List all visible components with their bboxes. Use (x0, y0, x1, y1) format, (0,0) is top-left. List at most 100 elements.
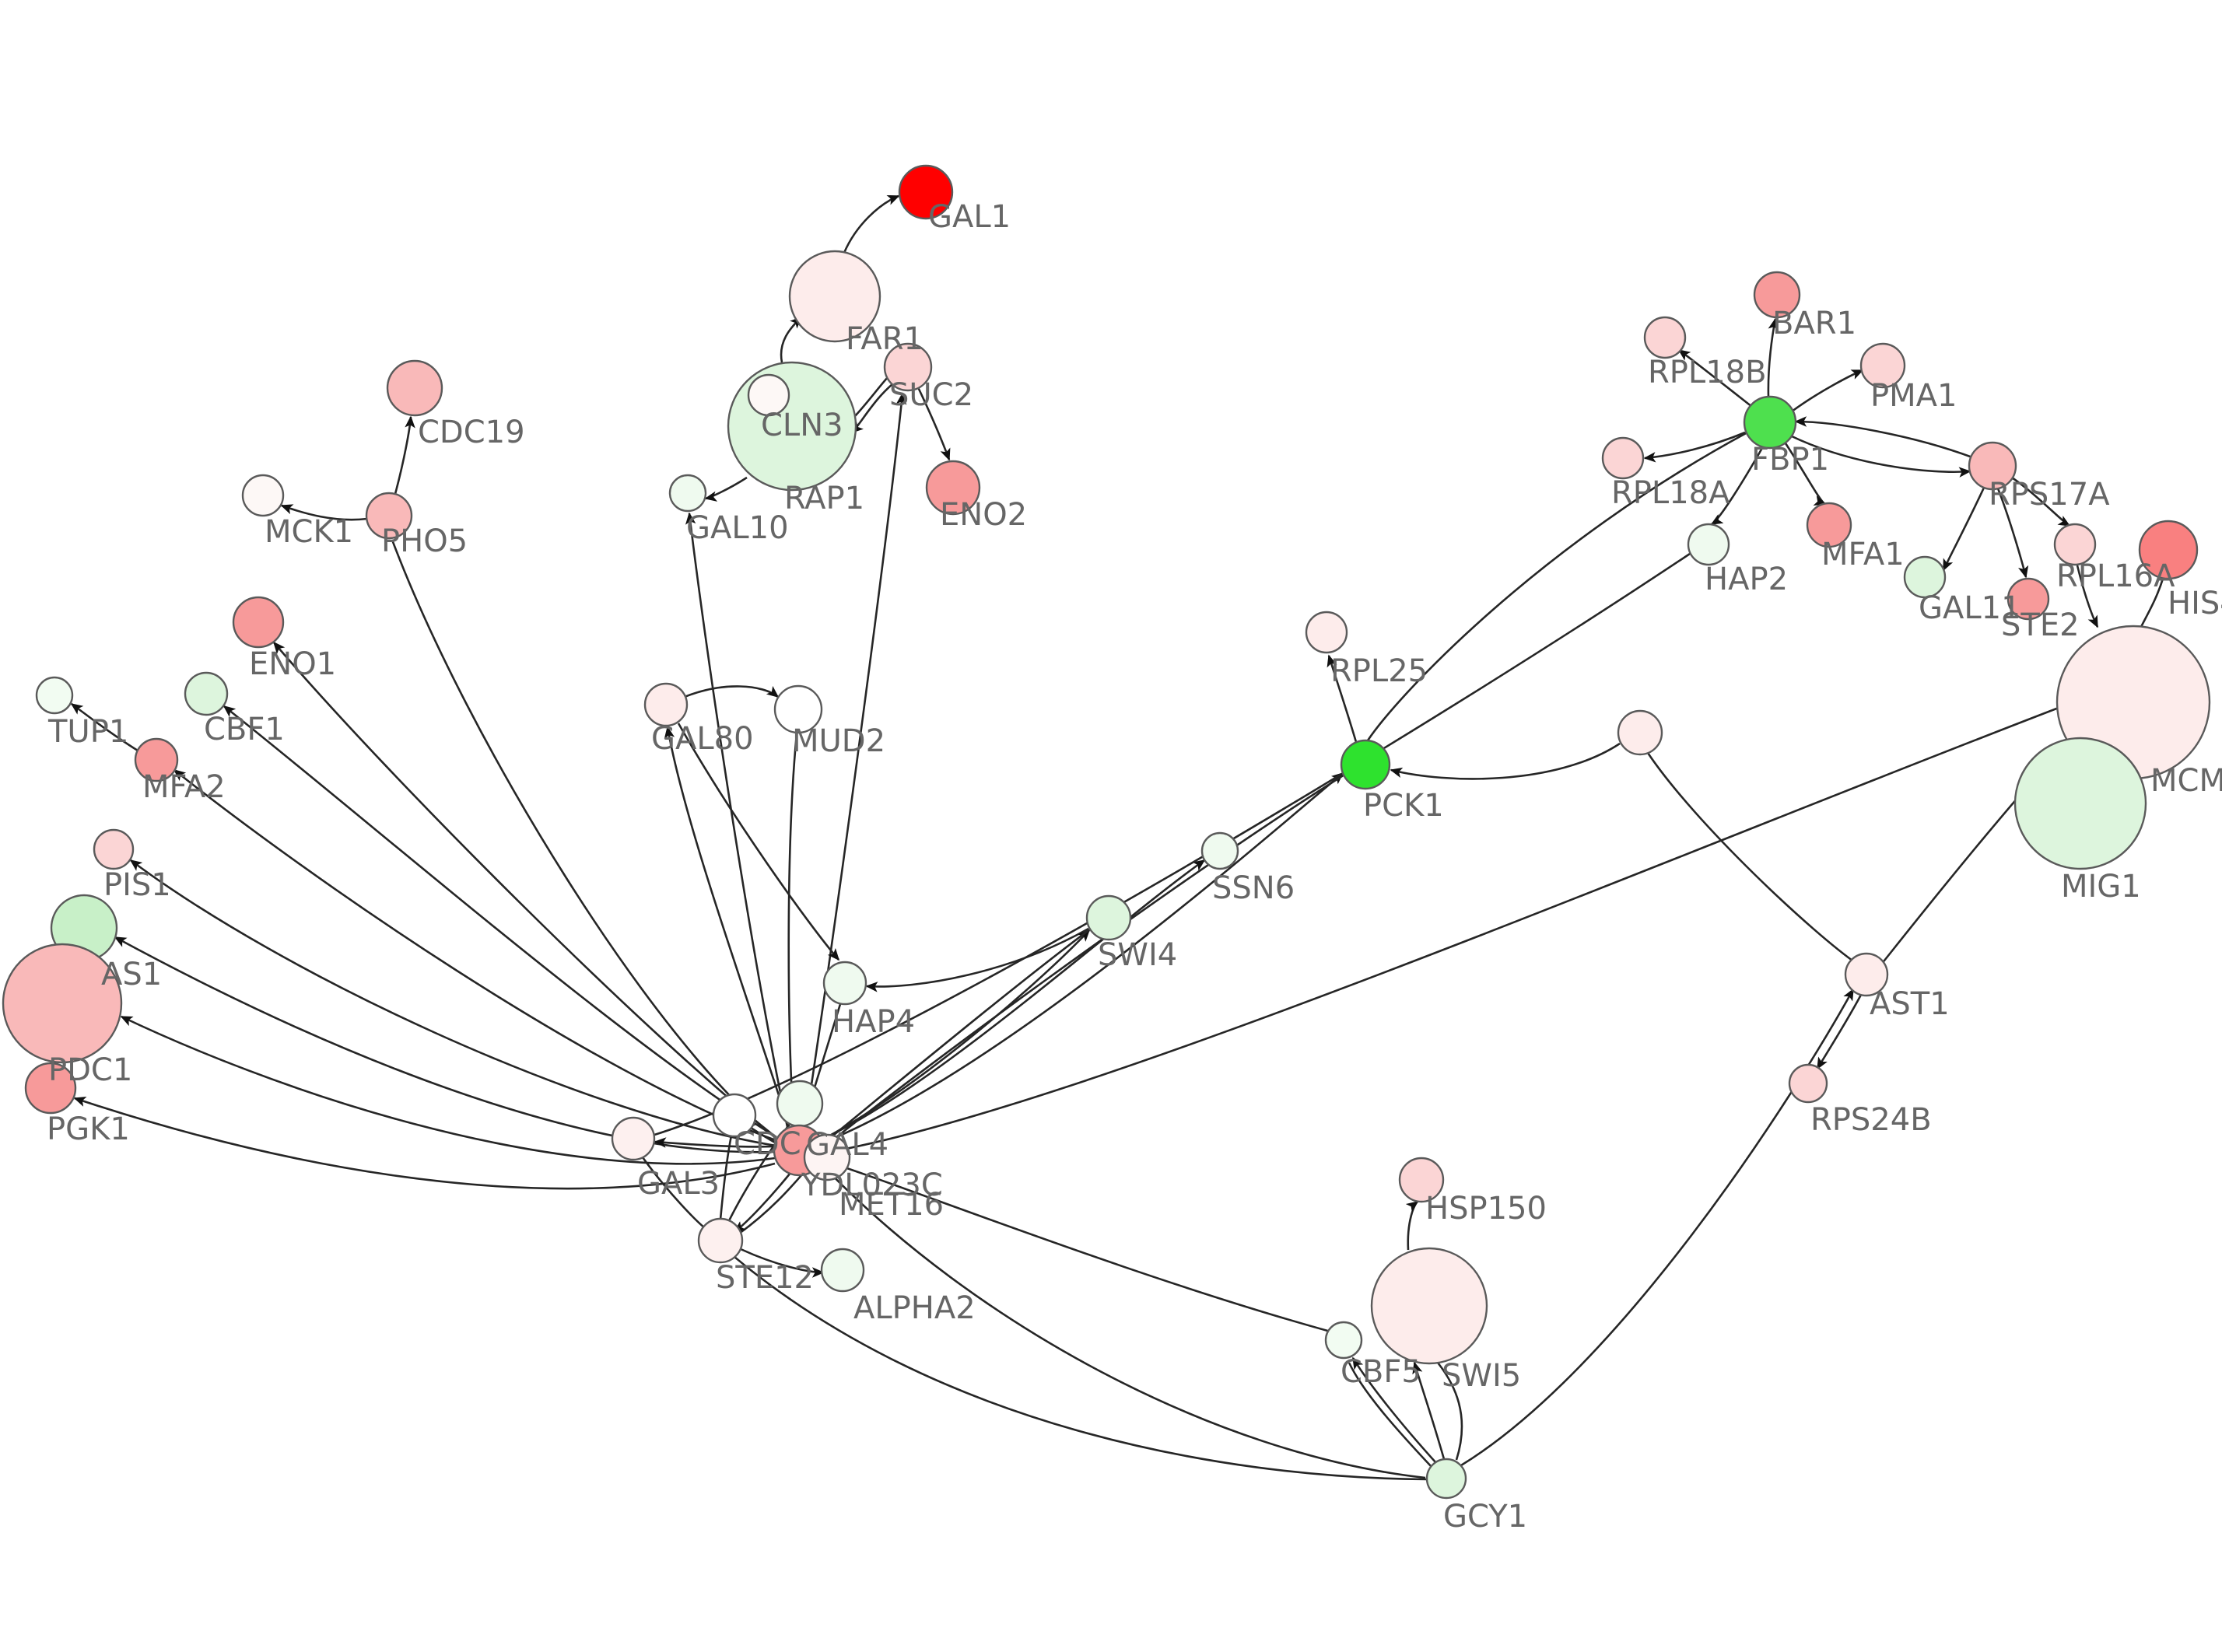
edge-gal4-to-gal80[interactable] (664, 726, 790, 1127)
edge-suc2-to-eno2[interactable] (916, 387, 951, 461)
edge-rps17a-to-ste2[interactable] (1996, 488, 2029, 579)
edge-gal80-to-hap4[interactable] (677, 723, 840, 961)
node-gal11[interactable] (1903, 555, 1947, 599)
edge-gcy1-to-swi5[interactable] (1436, 1362, 1463, 1461)
edge-rps17a-to-fbp1[interactable] (1794, 416, 1973, 459)
node-ydl023c[interactable] (803, 1133, 851, 1181)
edge-gcy1-to-ast1[interactable] (1460, 988, 1855, 1467)
edge-gal4-to-gal10[interactable] (685, 512, 789, 1128)
edge-gal4-to-gcy1[interactable] (822, 1164, 1426, 1479)
node-ste12[interactable] (697, 1217, 744, 1264)
node-rpl25[interactable] (1305, 611, 1348, 654)
node-rpl18b[interactable] (1643, 316, 1687, 359)
edge-gal4-to-suc2[interactable] (804, 392, 907, 1127)
node-rpl16a[interactable] (2053, 523, 2097, 566)
edge-mfa2-to-tup1[interactable] (70, 702, 138, 752)
edge-pho5-to-cdc19[interactable] (394, 415, 415, 495)
node-gal10[interactable] (668, 474, 707, 513)
node-his4[interactable] (2138, 520, 2199, 580)
edge-gal4-to-ste12[interactable] (733, 1172, 792, 1234)
node-pdc1[interactable] (2, 943, 123, 1064)
edge-gcy1-to-cbf5[interactable] (1351, 1356, 1437, 1464)
node-pma1[interactable] (1859, 342, 1906, 389)
node-suc2[interactable] (883, 342, 933, 392)
node-gal3[interactable] (611, 1116, 656, 1161)
edge-cln3-to-suc2[interactable] (853, 376, 889, 418)
node-swi5[interactable] (1370, 1247, 1488, 1365)
node-ast1[interactable] (1844, 952, 1889, 997)
node-alpha2[interactable] (820, 1248, 865, 1293)
edge-gal4-to-pho5[interactable] (391, 539, 776, 1139)
node-hsp150[interactable] (1398, 1157, 1445, 1203)
node-pis1[interactable] (93, 828, 135, 870)
node-eno1[interactable] (232, 596, 285, 649)
edge-fbp1-to-rpl18b[interactable] (1677, 348, 1753, 408)
edge-pck1-to-rpl25[interactable] (1327, 654, 1358, 743)
edge-gal4-to-pdc1[interactable] (120, 1015, 776, 1165)
node-gcy1[interactable] (1425, 1458, 1467, 1500)
node-rps24b[interactable] (1788, 1063, 1828, 1104)
node-gal1[interactable] (898, 164, 954, 220)
edge-gal4-to-cbf1[interactable] (223, 705, 777, 1139)
node-pck1[interactable] (1340, 739, 1391, 790)
node-bar1[interactable] (1753, 271, 1801, 319)
edge-gal80-to-mud2[interactable] (684, 685, 780, 698)
node-ste2[interactable] (2006, 577, 2050, 621)
edge-gcy1-to-cbf5[interactable] (1348, 1362, 1432, 1468)
edge-mud2-to-gal4[interactable] (787, 733, 798, 1125)
node-cbf1[interactable] (184, 671, 229, 716)
edge-gal4-to-pis1[interactable] (129, 859, 776, 1147)
node-ssn6[interactable] (1200, 831, 1239, 870)
edge-fbp1-to-mfa1[interactable] (1784, 443, 1827, 506)
node-rps17a[interactable] (1968, 441, 2017, 491)
node-mck1[interactable] (241, 474, 285, 517)
edge-swi4-to-gal4[interactable] (821, 927, 1092, 1146)
node-cdc6[interactable] (712, 1093, 757, 1138)
node-mig1[interactable] (2013, 737, 2147, 870)
edge-cbf5-to-gal4[interactable] (822, 1159, 1331, 1333)
edge-gal4-to-pck1[interactable] (821, 772, 1344, 1145)
edge-rps17a-to-rpl16a[interactable] (2011, 476, 2071, 527)
edge-swi5-to-hsp150[interactable] (1405, 1200, 1419, 1251)
node-mfa1[interactable] (1806, 502, 1852, 548)
edge-fbp1-to-pck1[interactable] (1366, 431, 1748, 741)
edge-gcy1-to-swi5[interactable] (1412, 1361, 1446, 1460)
edge-hap2-to-gal3[interactable] (651, 552, 1691, 1137)
edge-his4-to-mcm1[interactable] (2140, 578, 2164, 628)
node-gal80[interactable] (643, 682, 689, 727)
edge-fbp1-to-bar1[interactable] (1767, 317, 1779, 397)
edge-swi4-to-hap4[interactable] (865, 927, 1089, 992)
edge-ast1-to-rps24b[interactable] (1816, 994, 1863, 1070)
edge-gal4-to-eno1[interactable] (272, 641, 776, 1138)
edge-ste12-to-alpha2[interactable] (740, 1248, 825, 1278)
node-mfa2[interactable] (134, 737, 179, 782)
edge-fbp1-to-rpl18a[interactable] (1643, 431, 1746, 463)
edge-fbp1-to-rps17a[interactable] (1789, 434, 1971, 478)
node-tup1[interactable] (35, 676, 74, 715)
edge-pck1-to-gal4[interactable] (822, 773, 1345, 1150)
node-swi4[interactable] (1085, 894, 1132, 941)
node-pgk1[interactable] (24, 1062, 77, 1115)
node-rap1[interactable] (747, 373, 790, 417)
edge-mcm1-to-gal4[interactable] (825, 706, 2059, 1154)
edge-gal4-to-pgk1[interactable] (73, 1097, 776, 1190)
edge-gal4-to-as1[interactable] (114, 936, 776, 1153)
edge-node_a-to-ast1[interactable] (1646, 752, 1859, 966)
edge-rps17a-to-gal11[interactable] (1942, 487, 1985, 572)
edge-node_a-to-pck1[interactable] (1390, 742, 1621, 780)
edge-cln3-to-gal10[interactable] (704, 476, 748, 502)
edge-gal4-to-ssn6[interactable] (819, 859, 1206, 1142)
edge-fbp1-to-pma1[interactable] (1791, 369, 1864, 413)
edge-fbp1-to-hap2[interactable] (1710, 447, 1764, 526)
edge-ste12-to-ydl023c[interactable] (738, 1165, 811, 1235)
node-cdc19[interactable] (386, 359, 443, 417)
node-cbf5[interactable] (1324, 1321, 1363, 1360)
node-hap2[interactable] (1687, 523, 1730, 566)
edge-gal4-to-mfa2[interactable] (173, 768, 776, 1142)
edge-pho5-to-mck1[interactable] (280, 504, 368, 521)
node-far1[interactable] (788, 250, 881, 343)
edge-rpl16a-to-mcm1[interactable] (2076, 565, 2099, 628)
node-node_a[interactable] (1617, 709, 1663, 756)
edge-cdc6-to-ste12[interactable] (719, 1135, 733, 1220)
